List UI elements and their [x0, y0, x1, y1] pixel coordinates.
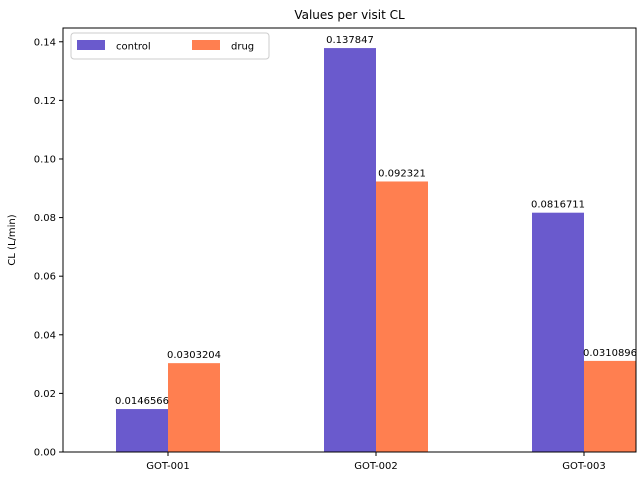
y-tick-label: 0.04	[34, 330, 56, 341]
value-label-control-got-003: 0.0816711	[531, 200, 585, 211]
x-tick-label: GOT-003	[562, 461, 606, 472]
y-axis: 0.00 0.02 0.04 0.06 0.08 0.10 0.12 0.14	[34, 37, 63, 459]
y-tick-label: 0.00	[34, 448, 56, 459]
legend-label-control: control	[116, 42, 151, 53]
legend-label-drug: drug	[231, 42, 254, 53]
value-label-drug-got-002: 0.092321	[378, 168, 426, 179]
bar-drug-got-002	[376, 181, 428, 453]
y-tick-label: 0.06	[34, 272, 56, 283]
legend-box	[70, 32, 270, 60]
legend-swatch-control	[77, 40, 105, 50]
y-axis-label: CL (L/min)	[7, 214, 18, 265]
value-labels: 0.0146566 0.0303204 0.137847 0.092321 0.0816…	[115, 35, 637, 407]
y-tick-label: 0.10	[34, 154, 56, 165]
y-tick-label: 0.02	[34, 389, 56, 400]
bar-drug-got-003	[584, 360, 636, 452]
value-label-drug-got-001: 0.0303204	[167, 350, 221, 361]
value-label-control-got-002: 0.137847	[326, 35, 374, 46]
y-tick-label: 0.12	[34, 96, 56, 107]
legend-swatch-drug	[192, 40, 220, 50]
value-label-control-got-001: 0.0146566	[115, 396, 169, 407]
bar-drug-got-001	[168, 363, 220, 452]
plot-frame	[62, 27, 637, 453]
bars	[116, 48, 636, 453]
x-axis: GOT-001 GOT-002 GOT-003	[146, 452, 606, 472]
chart-title: Values per visit CL	[294, 8, 405, 22]
x-tick-label: GOT-002	[354, 461, 398, 472]
x-tick-label: GOT-001	[146, 461, 190, 472]
legend: control drug	[70, 32, 270, 60]
value-label-drug-got-003: 0.0310896	[583, 348, 637, 359]
bar-control-got-001	[116, 409, 168, 452]
y-tick-label: 0.08	[34, 213, 56, 224]
bar-control-got-003	[532, 212, 584, 452]
y-tick-label: 0.14	[34, 37, 56, 48]
bar-control-got-002	[324, 48, 376, 453]
